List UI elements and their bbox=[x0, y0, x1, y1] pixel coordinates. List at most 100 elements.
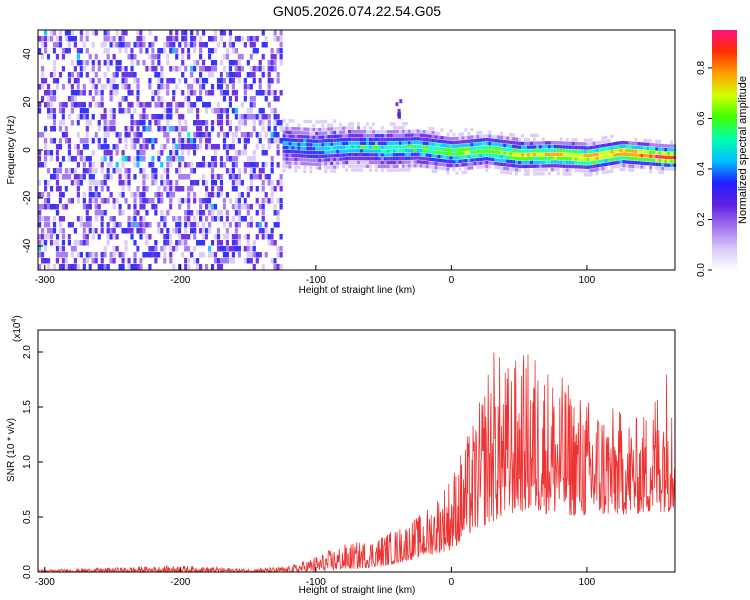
heatmap-cell bbox=[118, 66, 122, 72]
heatmap-cell bbox=[103, 156, 107, 162]
heatmap-cell bbox=[261, 120, 265, 126]
heatmap-y-tick-label: 20 bbox=[22, 96, 33, 108]
heatmap-cell bbox=[213, 60, 218, 66]
heatmap-cell bbox=[646, 161, 650, 166]
heatmap-cell bbox=[336, 149, 340, 154]
heatmap-cell bbox=[243, 126, 247, 132]
heatmap-cell bbox=[589, 142, 593, 146]
heatmap-cell bbox=[213, 204, 218, 210]
heatmap-cell bbox=[258, 120, 262, 126]
heatmap-cell bbox=[82, 198, 86, 204]
heatmap-cell bbox=[377, 145, 381, 149]
heatmap-cell bbox=[82, 114, 86, 120]
heatmap-cell bbox=[40, 240, 45, 246]
heatmap-cell bbox=[380, 122, 384, 126]
heatmap-cell bbox=[634, 164, 638, 169]
heatmap-cell bbox=[544, 148, 548, 153]
heatmap-cell bbox=[210, 102, 215, 108]
heatmap-cell bbox=[288, 161, 292, 165]
heatmap-cell bbox=[112, 246, 116, 252]
heatmap-cell bbox=[342, 164, 346, 169]
heatmap-cell bbox=[377, 141, 381, 146]
heatmap-cell bbox=[449, 163, 453, 168]
heatmap-cell bbox=[130, 126, 134, 132]
heatmap-cell bbox=[577, 157, 581, 161]
heatmap-cell bbox=[210, 162, 215, 168]
heatmap-cell bbox=[640, 161, 644, 165]
heatmap-cell bbox=[333, 127, 337, 131]
heatmap-cell bbox=[216, 156, 221, 162]
heatmap-cell bbox=[210, 174, 215, 180]
heatmap-cell bbox=[518, 133, 522, 138]
heatmap-cell bbox=[324, 154, 328, 158]
heatmap-cell bbox=[52, 222, 57, 228]
heatmap-cell bbox=[333, 134, 337, 139]
heatmap-cell bbox=[190, 30, 194, 36]
heatmap-cell bbox=[175, 108, 179, 114]
heatmap-cell bbox=[219, 210, 224, 216]
heatmap-cell bbox=[264, 132, 268, 138]
heatmap-cell bbox=[422, 149, 426, 153]
heatmap-x-tick-label: 100 bbox=[579, 275, 596, 286]
heatmap-cell bbox=[166, 120, 170, 126]
heatmap-cell bbox=[187, 198, 191, 204]
heatmap-cell bbox=[464, 147, 468, 151]
heatmap-cell bbox=[434, 127, 438, 131]
heatmap-cell bbox=[395, 156, 399, 161]
heatmap-cell bbox=[61, 204, 66, 210]
heatmap-cell bbox=[121, 252, 125, 258]
heatmap-cell bbox=[115, 72, 119, 78]
heatmap-cell bbox=[613, 149, 617, 154]
heatmap-cell bbox=[354, 122, 358, 126]
heatmap-cell bbox=[139, 132, 143, 138]
heatmap-cell bbox=[219, 30, 224, 36]
heatmap-cell bbox=[175, 156, 179, 162]
heatmap-cell bbox=[410, 125, 414, 130]
heatmap-cell bbox=[169, 90, 173, 96]
heatmap-cell bbox=[610, 157, 614, 162]
heatmap-cell bbox=[315, 143, 319, 147]
heatmap-cell bbox=[592, 156, 596, 161]
heatmap-cell bbox=[246, 210, 250, 216]
heatmap-cell bbox=[261, 72, 265, 78]
heatmap-cell bbox=[395, 133, 399, 138]
heatmap-cell bbox=[106, 120, 110, 126]
heatmap-cell bbox=[67, 198, 72, 204]
heatmap-cell bbox=[306, 123, 310, 128]
heatmap-cell bbox=[371, 130, 375, 134]
heatmap-cell bbox=[446, 140, 450, 144]
heatmap-cell bbox=[70, 156, 74, 162]
heatmap-cell bbox=[452, 133, 456, 137]
heatmap-cell bbox=[225, 150, 230, 156]
heatmap-cell bbox=[193, 42, 197, 48]
heatmap-cell bbox=[580, 146, 584, 150]
heatmap-cell bbox=[40, 96, 45, 102]
heatmap-cell bbox=[207, 192, 212, 198]
heatmap-cell bbox=[103, 48, 107, 54]
heatmap-cell bbox=[252, 162, 256, 168]
heatmap-cell bbox=[121, 30, 125, 36]
heatmap-cell bbox=[482, 130, 486, 134]
heatmap-cell bbox=[294, 119, 298, 123]
heatmap-cell bbox=[267, 240, 271, 246]
heatmap-cell bbox=[175, 246, 179, 252]
heatmap-cell bbox=[357, 126, 361, 130]
heatmap-cell bbox=[127, 228, 131, 234]
heatmap-cell bbox=[479, 146, 483, 150]
heatmap-cell bbox=[532, 145, 536, 149]
heatmap-cell bbox=[94, 228, 98, 234]
heatmap-cell bbox=[175, 54, 179, 60]
heatmap-cell bbox=[410, 137, 414, 141]
heatmap-cell bbox=[288, 153, 292, 158]
heatmap-cell bbox=[166, 54, 170, 60]
heatmap-cell bbox=[604, 135, 608, 140]
heatmap-cell bbox=[201, 78, 206, 84]
heatmap-cell bbox=[473, 138, 477, 143]
heatmap-cell bbox=[467, 135, 471, 140]
heatmap-cell bbox=[169, 258, 173, 264]
heatmap-cell bbox=[276, 222, 280, 228]
heatmap-cell bbox=[91, 252, 95, 258]
heatmap-cell bbox=[85, 204, 89, 210]
heatmap-cell bbox=[97, 36, 101, 42]
heatmap-cell bbox=[231, 216, 236, 222]
